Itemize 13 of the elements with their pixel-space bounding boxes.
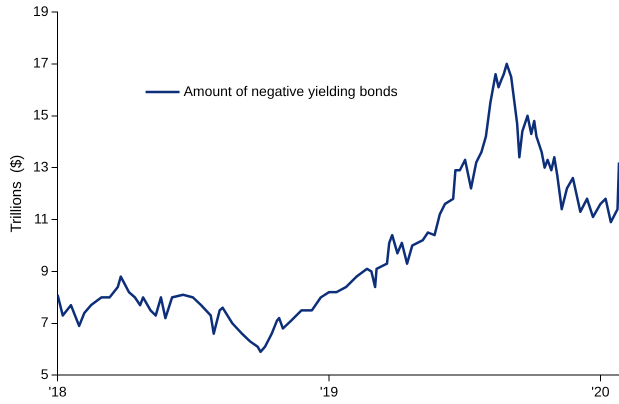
legend-label: Amount of negative yielding bonds — [184, 82, 398, 99]
y-tick-label: 9 — [40, 262, 49, 278]
x-tick-label: '19 — [320, 383, 338, 400]
x-tick-label: '20 — [591, 383, 610, 400]
y-tick-label: 19 — [32, 2, 49, 19]
y-tick-label: 5 — [40, 366, 49, 382]
y-tick-label: 17 — [32, 54, 49, 71]
y-tick-label: 11 — [34, 210, 49, 226]
y-tick-label: 15 — [32, 106, 49, 123]
x-tick-label: '18 — [48, 383, 67, 400]
y-axis-title: Trillions ($) — [8, 154, 26, 232]
y-tick-label: 7 — [40, 314, 49, 330]
y-tick-label: 13 — [32, 158, 49, 175]
